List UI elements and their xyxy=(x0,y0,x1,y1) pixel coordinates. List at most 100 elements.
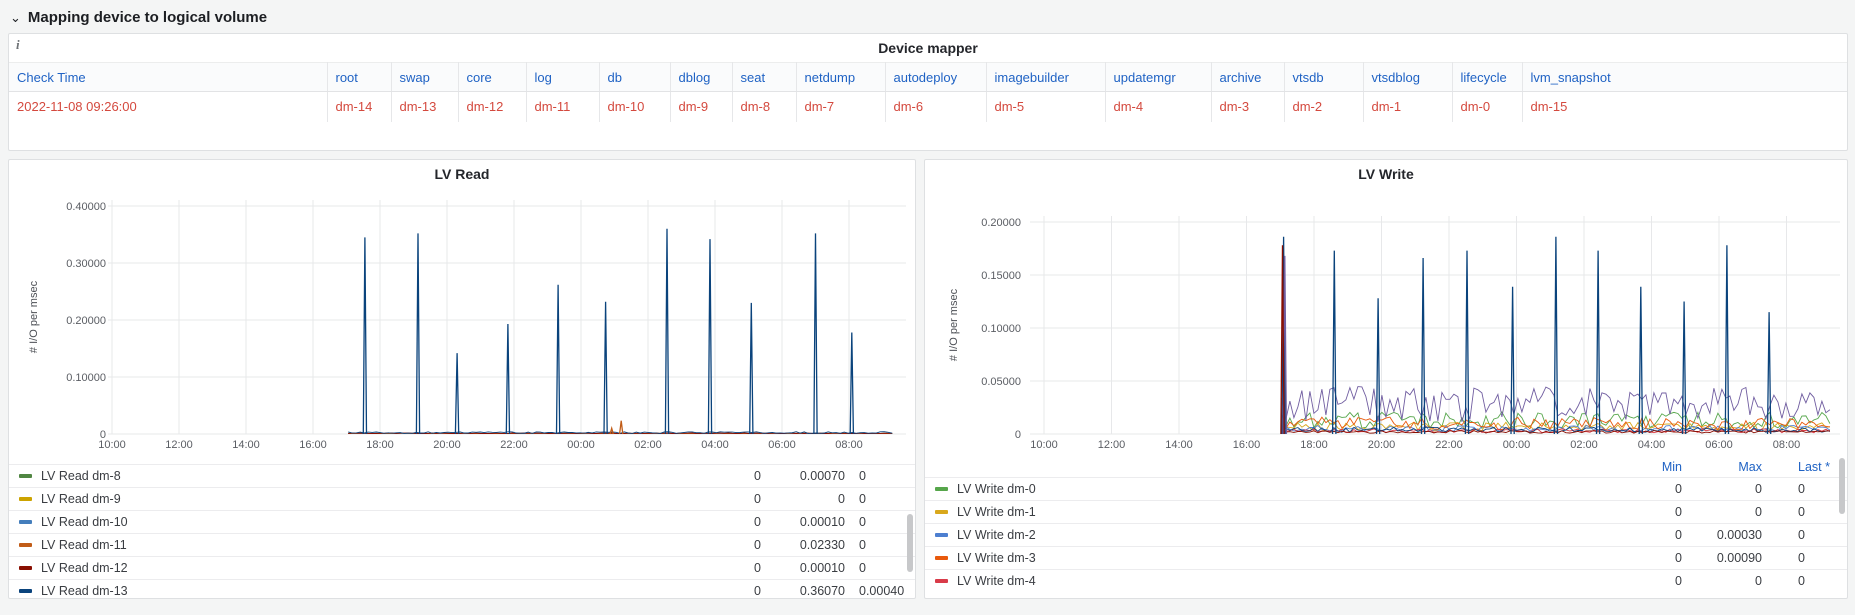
legend-sort-max[interactable]: Max xyxy=(1738,459,1762,474)
series-min: 0 xyxy=(1675,574,1682,588)
svg-text:# I/O per msec: # I/O per msec xyxy=(28,280,40,353)
lv-read-title[interactable]: LV Read xyxy=(434,166,490,182)
lv-read-chart[interactable]: 10:00 12:00 14:00 16:00 18:00 20:00 22:00 00:00… xyxy=(9,196,915,456)
section-header[interactable]: ⌄ Mapping device to logical volume xyxy=(10,4,267,30)
table-column-header[interactable]: vtsdb xyxy=(1284,62,1364,92)
series-label[interactable]: LV Read dm-11 xyxy=(41,538,127,552)
table-cell: dm-7 xyxy=(796,91,886,122)
table-column-header[interactable]: root xyxy=(327,62,392,92)
table-column-header[interactable]: netdump xyxy=(796,62,886,92)
series-max: 0.02330 xyxy=(799,538,845,552)
table-column-header[interactable]: updatemgr xyxy=(1105,62,1212,92)
table-cell: dm-0 xyxy=(1452,91,1523,122)
series-label[interactable]: LV Read dm-9 xyxy=(41,492,121,506)
series-min: 0 xyxy=(1675,505,1682,519)
svg-text:12:00: 12:00 xyxy=(165,439,193,451)
table-cell: dm-13 xyxy=(391,91,459,122)
table-column-header[interactable]: swap xyxy=(391,62,459,92)
series-max: 0.00070 xyxy=(799,469,845,483)
legend-header-row: Min Max Last * xyxy=(925,456,1847,477)
svg-text:0.10000: 0.10000 xyxy=(66,372,106,384)
table-cell: 2022-11-08 09:26:00 xyxy=(9,91,328,122)
series-label[interactable]: LV Write dm-2 xyxy=(957,528,1036,542)
table-column-header[interactable]: Check Time xyxy=(9,62,328,92)
legend-row: LV Read dm-8 0 0.00070 0 xyxy=(9,464,915,487)
lv-write-chart[interactable]: 10:00 12:00 14:00 16:00 18:00 20:00 22:00 00:00… xyxy=(925,196,1847,456)
lv-write-legend: Min Max Last * LV Write dm-0 0 0 0 LV Wr… xyxy=(925,456,1847,598)
series-label[interactable]: LV Write dm-1 xyxy=(957,505,1036,519)
series-min: 0 xyxy=(1675,528,1682,542)
series-min: 0 xyxy=(754,469,761,483)
series-last: 0.00040 xyxy=(859,584,905,598)
svg-text:0.05000: 0.05000 xyxy=(981,376,1021,388)
device-mapper-titlebar: i Device mapper xyxy=(9,34,1847,62)
series-color-swatch xyxy=(19,566,32,570)
svg-text:22:00: 22:00 xyxy=(1435,439,1463,451)
series-color-swatch xyxy=(19,520,32,524)
legend-scrollbar[interactable] xyxy=(907,514,913,572)
legend-row: LV Read dm-10 0 0.00010 0 xyxy=(9,510,915,533)
table-column-header[interactable]: archive xyxy=(1211,62,1285,92)
series-label[interactable]: LV Read dm-8 xyxy=(41,469,121,483)
table-column-header[interactable]: db xyxy=(599,62,671,92)
series-label[interactable]: LV Write dm-0 xyxy=(957,482,1036,496)
series-color-swatch xyxy=(935,533,948,537)
table-column-header[interactable]: lvm_snapshot xyxy=(1522,62,1847,92)
svg-text:18:00: 18:00 xyxy=(366,439,394,451)
series-last: 0 xyxy=(1798,505,1805,519)
svg-text:14:00: 14:00 xyxy=(232,439,260,451)
legend-sort-last[interactable]: Last * xyxy=(1798,459,1830,474)
table-column-header[interactable]: imagebuilder xyxy=(986,62,1106,92)
table-cell: dm-6 xyxy=(885,91,987,122)
series-min: 0 xyxy=(1675,482,1682,496)
series-last: 0 xyxy=(859,469,866,483)
legend-row: LV Read dm-12 0 0.00010 0 xyxy=(9,556,915,579)
legend-row: LV Read dm-13 0 0.36070 0.00040 xyxy=(9,579,915,598)
svg-text:02:00: 02:00 xyxy=(1570,439,1598,451)
legend-scrollbar[interactable] xyxy=(1839,458,1845,514)
table-column-header[interactable]: lifecycle xyxy=(1452,62,1523,92)
series-max: 0.00010 xyxy=(799,515,845,529)
table-column-header[interactable]: autodeploy xyxy=(885,62,987,92)
device-mapper-panel: i Device mapper Check Time root swap core lo… xyxy=(8,33,1848,151)
series-label[interactable]: LV Write dm-4 xyxy=(957,574,1036,588)
series-max: 0.36070 xyxy=(799,584,845,598)
series-color-swatch xyxy=(935,487,948,491)
series-max: 0.00010 xyxy=(799,561,845,575)
series-label[interactable]: LV Write dm-3 xyxy=(957,551,1036,565)
svg-text:0.30000: 0.30000 xyxy=(66,258,106,270)
svg-text:0.20000: 0.20000 xyxy=(981,217,1021,229)
lv-write-title[interactable]: LV Write xyxy=(1358,166,1414,182)
series-last: 0 xyxy=(1798,482,1805,496)
lv-read-panel: LV Read 10:00 12:00 14:00 16:00 18:00 20:00 22… xyxy=(8,159,916,599)
svg-text:04:00: 04:00 xyxy=(701,439,729,451)
info-icon[interactable]: i xyxy=(16,37,20,52)
table-cell: dm-3 xyxy=(1211,91,1285,122)
table-column-header[interactable]: log xyxy=(526,62,600,92)
svg-text:0: 0 xyxy=(100,429,106,441)
svg-text:22:00: 22:00 xyxy=(500,439,528,451)
section-title: Mapping device to logical volume xyxy=(27,8,268,26)
table-cell: dm-5 xyxy=(986,91,1106,122)
series-label[interactable]: LV Read dm-12 xyxy=(41,561,128,575)
device-mapper-title[interactable]: Device mapper xyxy=(878,40,978,56)
table-column-header[interactable]: dblog xyxy=(670,62,733,92)
table-column-header[interactable]: core xyxy=(458,62,527,92)
svg-text:12:00: 12:00 xyxy=(1098,439,1126,451)
series-color-swatch xyxy=(19,497,32,501)
legend-sort-min[interactable]: Min xyxy=(1661,459,1682,474)
svg-text:18:00: 18:00 xyxy=(1300,439,1328,451)
table-cell: dm-14 xyxy=(327,91,392,122)
series-label[interactable]: LV Read dm-10 xyxy=(41,515,128,529)
series-min: 0 xyxy=(754,584,761,598)
series-label[interactable]: LV Read dm-13 xyxy=(41,584,128,598)
series-last: 0 xyxy=(859,515,866,529)
svg-text:10:00: 10:00 xyxy=(1030,439,1058,451)
svg-text:20:00: 20:00 xyxy=(1368,439,1396,451)
legend-row: LV Read dm-9 0 0 0 xyxy=(9,487,915,510)
table-column-header[interactable]: vtsdblog xyxy=(1363,62,1453,92)
svg-text:0.40000: 0.40000 xyxy=(66,201,106,213)
legend-row: LV Write dm-0 0 0 0 xyxy=(925,477,1847,500)
table-cell: dm-15 xyxy=(1530,99,1568,115)
table-column-header[interactable]: seat xyxy=(732,62,797,92)
